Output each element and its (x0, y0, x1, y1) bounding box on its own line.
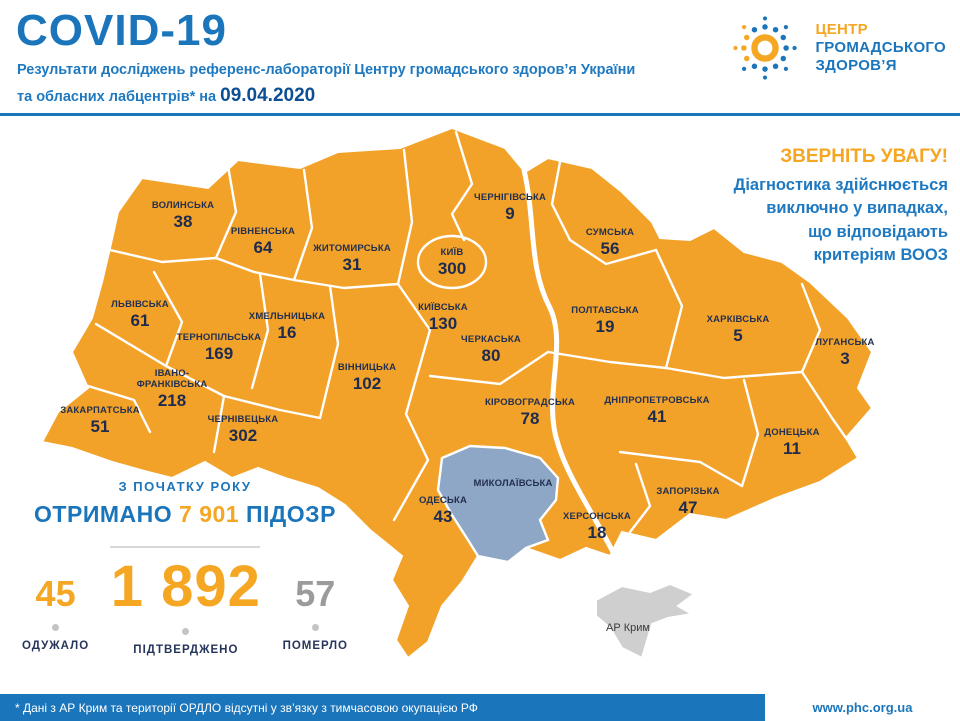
phc-logo-text: ЦЕНТР ГРОМАДСЬКОГО ЗДОРОВ’Я (815, 21, 946, 76)
map-region-volynska: ВОЛИНСЬКА 38 (151, 200, 215, 231)
stats-row: 45 ОДУЖАЛО 1 892 ПІДТВЕРДЖЕНО 57 ПОМЕРЛО (10, 554, 360, 657)
map-region-ivano-frankivska: ІВАНО-ФРАНКІВСЬКА 218 (136, 368, 208, 410)
map-region-khersonska: ХЕРСОНСЬКА 18 (563, 511, 631, 542)
map-region-zakarpatska: ЗАКАРПАТСЬКА 51 (60, 405, 140, 436)
logo-line2: ГРОМАДСЬКОГО (815, 38, 946, 56)
dot-icon (182, 628, 190, 635)
header-divider (0, 113, 960, 116)
map-region-rivnenska: РІВНЕНСЬКА 64 (230, 226, 296, 257)
crimea-region-shape (595, 582, 696, 660)
map-region-zaporizka: ЗАПОРІЗЬКА 47 (656, 486, 720, 517)
map-region-khmelnytska: ХМЕЛЬНИЦЬКА 16 (248, 311, 326, 342)
stats-divider (110, 546, 260, 548)
map-region-donetska: ДОНЕЦЬКА 11 (764, 427, 820, 458)
received-value: 7 901 (179, 501, 240, 527)
deaths-label: ПОМЕРЛО (282, 640, 348, 652)
page-title: COVID-19 (16, 6, 227, 55)
dot-icon (311, 624, 319, 631)
map-region-chernivetska: ЧЕРНІВЕЦЬКА 302 (207, 414, 279, 445)
map-region-zhytomyrska: ЖИТОМИРСЬКА 31 (313, 243, 391, 274)
report-date: 09.04.2020 (220, 84, 316, 106)
dnipro-river (521, 167, 617, 557)
map-region-crimea: АР Крим (606, 622, 650, 634)
recovered-label: ОДУЖАЛО (22, 640, 90, 652)
map-region-chernihivska: ЧЕРНІГІВСЬКА 9 (473, 192, 547, 223)
phc-logo-icon (733, 16, 798, 80)
oblast-borders (86, 130, 848, 534)
stats-panel: З ПОЧАТКУ РОКУ ОТРИМАНО 7 901 ПІДОЗР 45 … (10, 479, 360, 656)
stat-deaths: 57 ПОМЕРЛО (282, 573, 348, 653)
footer: * Дані з АР Крим та території ОРДЛО відс… (0, 694, 960, 721)
logo-line1: ЦЕНТР (815, 20, 868, 38)
map-region-sumska: СУМСЬКА 56 (585, 227, 635, 258)
confirmed-value: 1 892 (110, 554, 261, 619)
map-region-odeska: ОДЕСЬКА 43 (418, 495, 468, 526)
notice-title: ЗВЕРНІТЬ УВАГУ! (780, 146, 948, 167)
deaths-value: 57 (295, 573, 336, 614)
stat-confirmed: 1 892 ПІДТВЕРДЖЕНО (110, 554, 261, 657)
logo-line3: ЗДОРОВ’Я (815, 57, 897, 75)
map-region-cherkaska: ЧЕРКАСЬКА 80 (461, 334, 521, 365)
attention-notice: ЗВЕРНІТЬ УВАГУ! Діагностика здійснюється… (688, 146, 948, 268)
received-prefix: ОТРИМАНО (34, 501, 173, 527)
footer-site-link[interactable]: www.phc.org.ua (765, 694, 960, 721)
kyiv-city-outline (416, 234, 488, 290)
notice-line: що відповідають (808, 222, 948, 241)
stats-received-line: ОТРИМАНО 7 901 ПІДОЗР (10, 501, 360, 528)
map-region-mykolaivska: МИКОЛАЇВСЬКА (473, 478, 553, 489)
map-region-kyivska: КИЇВСЬКА 130 (418, 302, 468, 333)
map-region-kirovohradska: КІРОВОГРАДСЬКА 78 (484, 397, 576, 428)
map-region-ternopilska: ТЕРНОПІЛЬСЬКА 169 (176, 332, 262, 363)
recovered-value: 45 (35, 573, 76, 614)
notice-line: виключно у випадках, (766, 199, 948, 218)
stat-recovered: 45 ОДУЖАЛО (22, 573, 90, 653)
subtitle: Результати досліджень референс-лаборатор… (17, 60, 635, 110)
map-region-luhanska: ЛУГАНСЬКА 3 (815, 337, 875, 368)
notice-line: критеріям ВООЗ (813, 246, 948, 265)
map-region-poltavska: ПОЛТАВСЬКА 19 (571, 305, 639, 336)
stats-period-label: З ПОЧАТКУ РОКУ (118, 479, 252, 494)
map-region-kyiv-city: КИЇВ 300 (437, 247, 467, 278)
subtitle-line1: Результати досліджень референс-лаборатор… (17, 62, 636, 78)
footer-note: * Дані з АР Крим та території ОРДЛО відс… (0, 694, 765, 721)
map-region-dnipropetrovska: ДНІПРОПЕТРОВСЬКА 41 (604, 395, 710, 426)
map-region-kharkivska: ХАРКІВСЬКА 5 (706, 314, 770, 345)
map-region-lvivska: ЛЬВІВСЬКА 61 (111, 299, 169, 330)
map-region-vinnytska: ВІННИЦЬКА 102 (337, 362, 397, 393)
ukraine-silhouette (40, 126, 874, 660)
subtitle-line2: та обласних лабцентрів* на (17, 88, 217, 105)
phc-logo: ЦЕНТР ГРОМАДСЬКОГО ЗДОРОВ’Я (727, 10, 946, 86)
dot-icon (52, 624, 60, 631)
mykolaiv-region-shape (436, 444, 560, 564)
confirmed-label: ПІДТВЕРДЖЕНО (133, 644, 239, 656)
notice-line: Діагностика здійснюється (733, 176, 948, 194)
received-suffix: ПІДОЗР (245, 501, 336, 527)
